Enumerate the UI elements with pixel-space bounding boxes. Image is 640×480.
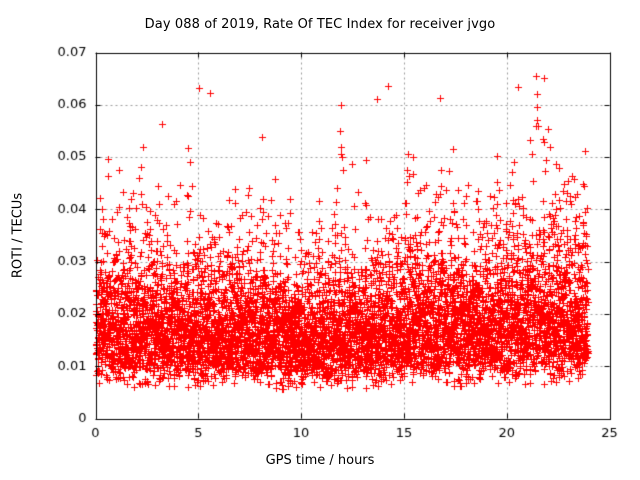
x-axis-label: GPS time / hours [265,453,375,468]
